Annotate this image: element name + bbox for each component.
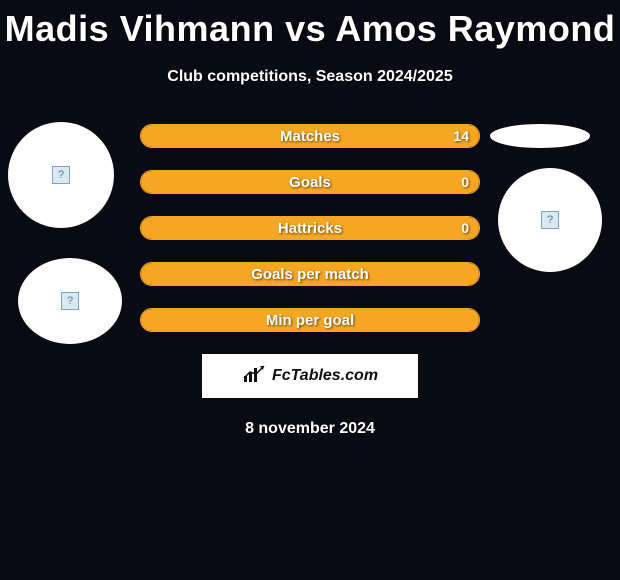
stat-label: Goals — [141, 171, 479, 193]
image-placeholder-icon: ? — [61, 292, 79, 310]
chart-icon — [242, 364, 268, 389]
stat-row-goals-per-match: Goals per match — [140, 262, 480, 286]
stat-label: Goals per match — [141, 263, 479, 285]
stat-label: Matches — [141, 125, 479, 147]
stat-value-right: 14 — [453, 125, 469, 147]
page-subtitle: Club competitions, Season 2024/2025 — [0, 68, 620, 86]
player-photo-left-1: ? — [8, 122, 114, 228]
page-title: Madis Vihmann vs Amos Raymond — [0, 0, 620, 50]
image-placeholder-icon: ? — [52, 166, 70, 184]
stat-label: Hattricks — [141, 217, 479, 239]
stat-row-min-per-goal: Min per goal — [140, 308, 480, 332]
stat-label: Min per goal — [141, 309, 479, 331]
footer-date: 8 november 2024 — [0, 420, 620, 438]
brand-box: FcTables.com — [202, 354, 418, 398]
brand-text: FcTables.com — [272, 367, 378, 385]
player-photo-right-top — [490, 124, 590, 148]
stat-value-right: 0 — [461, 217, 469, 239]
stat-value-right: 0 — [461, 171, 469, 193]
player-photo-left-2: ? — [18, 258, 122, 344]
stat-row-matches: Matches 14 — [140, 124, 480, 148]
player-photo-right-1: ? — [498, 168, 602, 272]
image-placeholder-icon: ? — [541, 211, 559, 229]
stat-row-hattricks: Hattricks 0 — [140, 216, 480, 240]
stat-row-goals: Goals 0 — [140, 170, 480, 194]
